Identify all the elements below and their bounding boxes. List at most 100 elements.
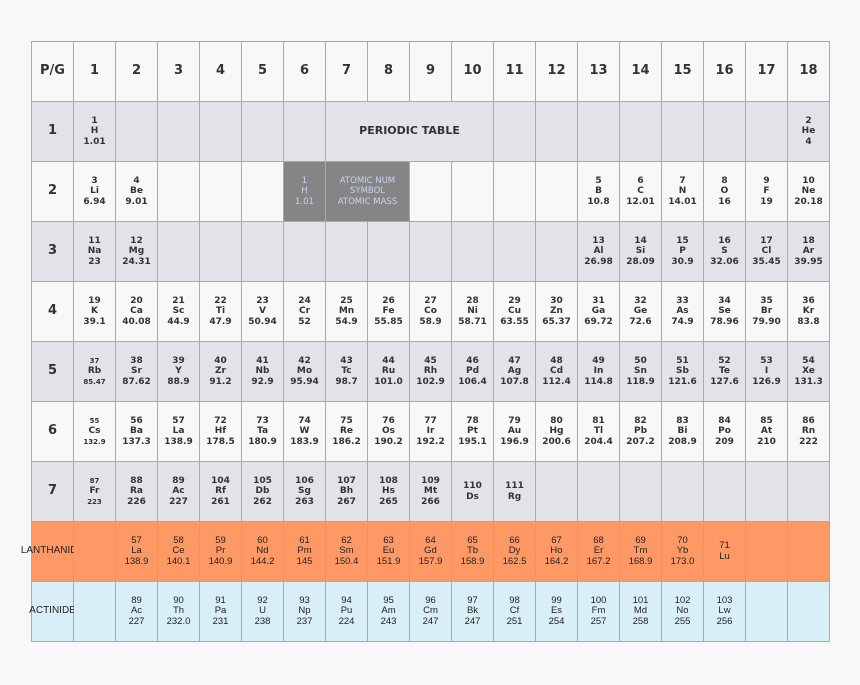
atomic-number: 28 bbox=[466, 295, 479, 306]
element-cell: 5 B 10.8 bbox=[578, 162, 620, 222]
atomic-number: 95 bbox=[383, 594, 394, 606]
element-symbol: Tb bbox=[466, 545, 479, 557]
element-symbol: P bbox=[679, 246, 686, 257]
element-cell: 31 Ga 69.72 bbox=[578, 282, 620, 342]
atomic-number: 96 bbox=[425, 594, 436, 606]
element-cell: 97 Bk 247 bbox=[452, 582, 494, 642]
period-label: 6 bbox=[32, 402, 74, 462]
element-symbol: Gd bbox=[424, 545, 437, 557]
atomic-mass: 79.90 bbox=[752, 316, 781, 327]
atomic-mass: 186.2 bbox=[332, 436, 361, 447]
element-cell: 10 Ne 20.18 bbox=[788, 162, 830, 222]
element-cell: 62 Sm 150.4 bbox=[326, 522, 368, 582]
element-cell: 91 Pa 231 bbox=[200, 582, 242, 642]
element-symbol: Tc bbox=[341, 366, 352, 377]
atomic-number: 5 bbox=[595, 175, 602, 186]
atomic-mass: 85.47 bbox=[83, 377, 106, 386]
element-symbol: Cu bbox=[507, 306, 521, 317]
element-cell: 78 Pt 195.1 bbox=[452, 402, 494, 462]
atomic-mass: 138.9 bbox=[164, 436, 193, 447]
atomic-mass: 98.7 bbox=[335, 376, 358, 387]
atomic-number: 51 bbox=[676, 355, 689, 366]
element-symbol: Si bbox=[635, 246, 646, 257]
empty-cell bbox=[494, 222, 536, 282]
group-header: 13 bbox=[578, 42, 620, 102]
element-symbol: Fr bbox=[89, 486, 100, 497]
atomic-number: 14 bbox=[634, 235, 647, 246]
atomic-number: 25 bbox=[340, 295, 353, 306]
element-cell: 109 Mt 266 bbox=[410, 462, 452, 522]
atomic-mass: 195.1 bbox=[458, 436, 487, 447]
atomic-number: 50 bbox=[634, 355, 647, 366]
element-cell: 44 Ru 101.0 bbox=[368, 342, 410, 402]
element-symbol: U bbox=[259, 605, 266, 617]
atomic-mass: 16 bbox=[718, 196, 731, 207]
element-symbol: Tm bbox=[633, 545, 648, 557]
atomic-mass: 255 bbox=[674, 615, 691, 627]
atomic-mass: 243 bbox=[380, 615, 397, 627]
atomic-number: 38 bbox=[130, 355, 143, 366]
empty-cell bbox=[788, 462, 830, 522]
atomic-mass: 39.95 bbox=[794, 256, 823, 267]
element-symbol: Ce bbox=[172, 545, 185, 557]
element-symbol: Ba bbox=[130, 426, 143, 437]
atomic-mass: 52 bbox=[298, 316, 311, 327]
element-symbol: Ca bbox=[130, 306, 143, 317]
element-cell: 87 Fr 223 bbox=[74, 462, 116, 522]
atomic-mass: 257 bbox=[590, 615, 607, 627]
period-label: LANTHANIDE bbox=[21, 522, 84, 582]
atomic-mass: 131.3 bbox=[794, 376, 823, 387]
atomic-mass: 196.9 bbox=[500, 436, 529, 447]
atomic-mass: 91.2 bbox=[209, 376, 232, 387]
empty-cell bbox=[368, 222, 410, 282]
atomic-number: 89 bbox=[172, 475, 185, 486]
atomic-number: 100 bbox=[590, 594, 607, 606]
element-cell: 100 Fm 257 bbox=[578, 582, 620, 642]
key-sample-line: H bbox=[301, 186, 308, 197]
period-label: 4 bbox=[32, 282, 74, 342]
atomic-number: 57 bbox=[172, 415, 185, 426]
group-header: 14 bbox=[620, 42, 662, 102]
element-cell: 25 Mn 54.9 bbox=[326, 282, 368, 342]
atomic-mass: 74.9 bbox=[671, 316, 694, 327]
element-symbol: At bbox=[760, 426, 773, 437]
group-header: 11 bbox=[494, 42, 536, 102]
atomic-mass: 167.2 bbox=[586, 555, 611, 567]
atomic-number: 79 bbox=[508, 415, 521, 426]
element-cell: 6 C 12.01 bbox=[620, 162, 662, 222]
atomic-mass: 1.01 bbox=[83, 136, 106, 147]
element-cell: 13 Al 26.98 bbox=[578, 222, 620, 282]
atomic-number: 53 bbox=[760, 355, 773, 366]
group-header: 12 bbox=[536, 42, 578, 102]
atomic-number: 82 bbox=[634, 415, 647, 426]
element-cell: 60 Nd 144.2 bbox=[242, 522, 284, 582]
atomic-number: 42 bbox=[298, 355, 311, 366]
element-cell: 64 Gd 157.9 bbox=[410, 522, 452, 582]
empty-cell bbox=[536, 102, 578, 162]
element-cell: 26 Fe 55.85 bbox=[368, 282, 410, 342]
element-cell: 39 Y 88.9 bbox=[158, 342, 200, 402]
atomic-number: 1 bbox=[91, 115, 98, 126]
element-symbol: B bbox=[595, 186, 602, 197]
atomic-mass: 183.9 bbox=[290, 436, 319, 447]
group-header: 10 bbox=[452, 42, 494, 102]
atomic-number: 108 bbox=[379, 475, 398, 486]
atomic-mass: 126.9 bbox=[752, 376, 781, 387]
atomic-mass: 39.1 bbox=[83, 316, 106, 327]
atomic-mass: 58.9 bbox=[419, 316, 442, 327]
element-symbol: Li bbox=[90, 186, 99, 197]
element-cell: 77 Ir 192.2 bbox=[410, 402, 452, 462]
element-symbol: Ra bbox=[129, 486, 143, 497]
element-cell: 80 Hg 200.6 bbox=[536, 402, 578, 462]
element-cell: 83 Bi 208.9 bbox=[662, 402, 704, 462]
element-cell: 1 H 1.01 bbox=[74, 102, 116, 162]
element-cell: 84 Po 209 bbox=[704, 402, 746, 462]
atomic-number: 70 bbox=[677, 534, 688, 546]
atomic-number: 24 bbox=[298, 295, 311, 306]
element-symbol: Sn bbox=[634, 366, 647, 377]
atomic-number: 92 bbox=[257, 594, 268, 606]
element-cell: 101 Md 258 bbox=[620, 582, 662, 642]
atomic-mass: 265 bbox=[379, 496, 398, 507]
atomic-mass: 26.98 bbox=[584, 256, 613, 267]
atomic-number: 61 bbox=[299, 534, 310, 546]
